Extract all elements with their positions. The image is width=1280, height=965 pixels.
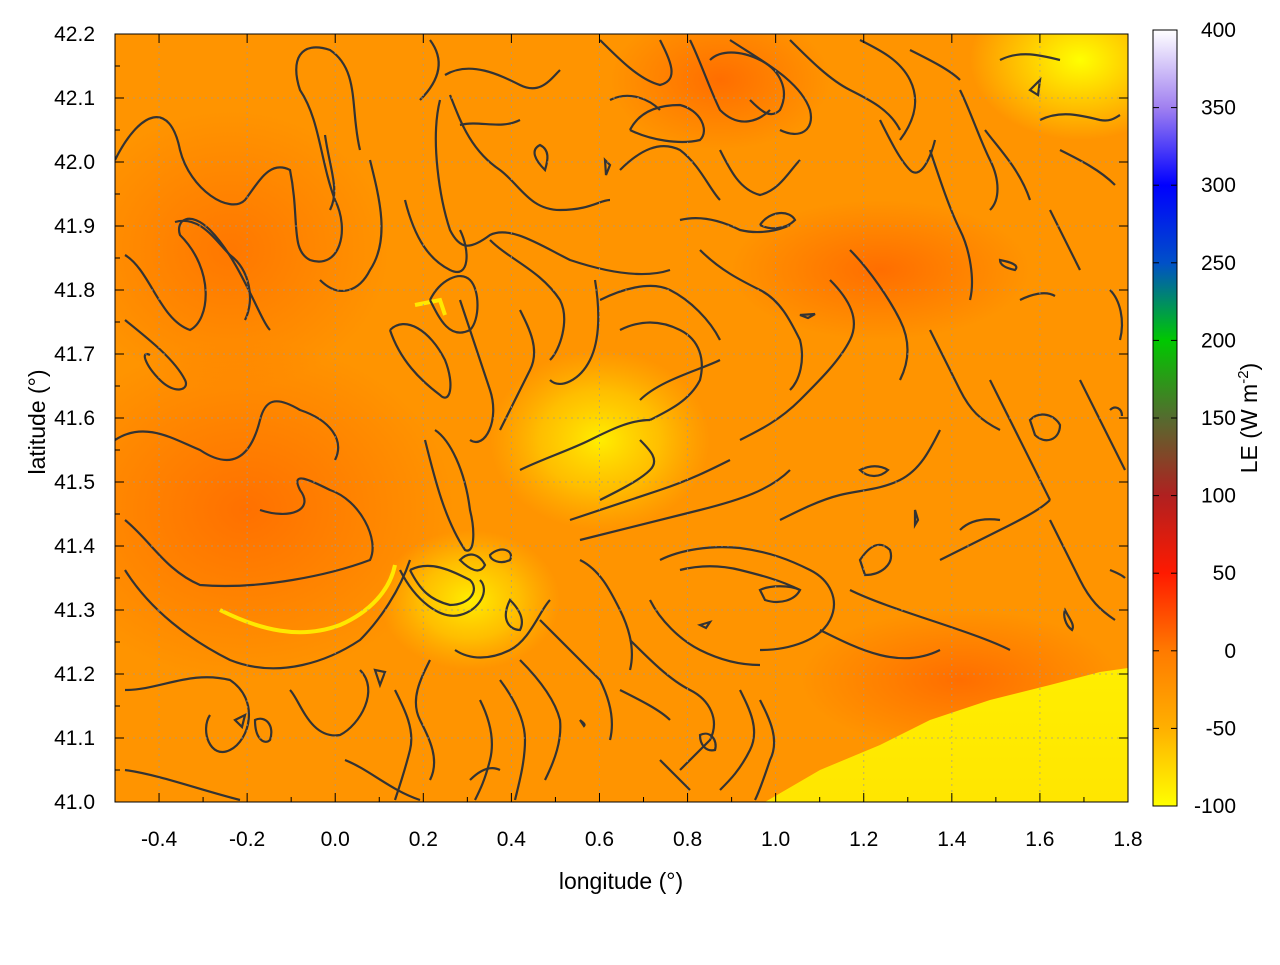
x-tick-label: 0.8 bbox=[673, 828, 702, 851]
colorbar-tick-label: -100 bbox=[1194, 795, 1236, 818]
x-tick-label: -0.4 bbox=[141, 828, 178, 851]
y-tick-label: 42.0 bbox=[54, 151, 95, 174]
y-tick-label: 41.5 bbox=[54, 471, 95, 494]
colorbar-tick-label: 350 bbox=[1201, 97, 1236, 120]
x-tick-label: 0.0 bbox=[321, 828, 350, 851]
y-tick-label: 41.7 bbox=[54, 343, 95, 366]
y-tick-label: 42.1 bbox=[54, 87, 95, 110]
x-tick-label: 0.2 bbox=[409, 828, 438, 851]
heatmap-field bbox=[115, 34, 1128, 802]
x-tick-label: -0.2 bbox=[229, 828, 265, 851]
x-tick-label: 0.6 bbox=[585, 828, 614, 851]
colorbar-tick-label: 50 bbox=[1213, 562, 1236, 585]
y-tick-label: 41.1 bbox=[54, 727, 95, 750]
colorbar-tick-label: 0 bbox=[1224, 640, 1236, 663]
colorbar-ticks: -100 -50 0 50 100 150 200 250 300 350 400 bbox=[1153, 19, 1236, 818]
y-tick-label: 41.0 bbox=[54, 791, 95, 814]
x-axis-label: longitude (°) bbox=[559, 868, 683, 894]
contour-lines bbox=[115, 39, 1126, 802]
colorbar-tick-label: 200 bbox=[1201, 329, 1236, 352]
x-tick-label: 0.4 bbox=[497, 828, 527, 851]
colorbar-tick-label: 150 bbox=[1201, 407, 1236, 430]
colorbar: -100 -50 0 50 100 150 200 250 300 350 400 LE (W m-… bbox=[1152, 19, 1262, 818]
grid-lines bbox=[115, 34, 1128, 802]
colorbar-tick-label: -50 bbox=[1206, 717, 1236, 740]
x-tick-label: 1.2 bbox=[849, 828, 878, 851]
colorbar-label: LE (W m-2) bbox=[1235, 363, 1262, 473]
y-axis-label: latitude (°) bbox=[24, 369, 50, 474]
y-tick-label: 41.9 bbox=[54, 215, 95, 238]
x-tick-label: 1.8 bbox=[1113, 828, 1142, 851]
colorbar-tick-label: 250 bbox=[1201, 252, 1236, 275]
y-tick-label: 41.6 bbox=[54, 407, 95, 430]
x-axis: -0.4 -0.2 0.0 0.2 0.4 0.6 0.8 1.0 1.2 1.4 1.6 1.8 bbox=[141, 34, 1143, 851]
y-tick-label: 41.8 bbox=[54, 279, 95, 302]
y-tick-label: 41.4 bbox=[54, 535, 95, 558]
colorbar-tick-label: 100 bbox=[1201, 485, 1236, 508]
colorbar-tick-label: 300 bbox=[1201, 174, 1236, 197]
x-tick-label: 1.6 bbox=[1025, 828, 1054, 851]
y-axis: 41.0 41.1 41.2 41.3 41.4 41.5 41.6 41.7 41.8 41.9… bbox=[54, 23, 1128, 814]
y-tick-label: 41.2 bbox=[54, 663, 95, 686]
y-tick-label: 41.3 bbox=[54, 599, 95, 622]
x-tick-label: 1.0 bbox=[761, 828, 790, 851]
colorbar-tick-label: 400 bbox=[1201, 19, 1236, 42]
y-tick-label: 42.2 bbox=[54, 23, 95, 46]
x-tick-label: 1.4 bbox=[937, 828, 967, 851]
